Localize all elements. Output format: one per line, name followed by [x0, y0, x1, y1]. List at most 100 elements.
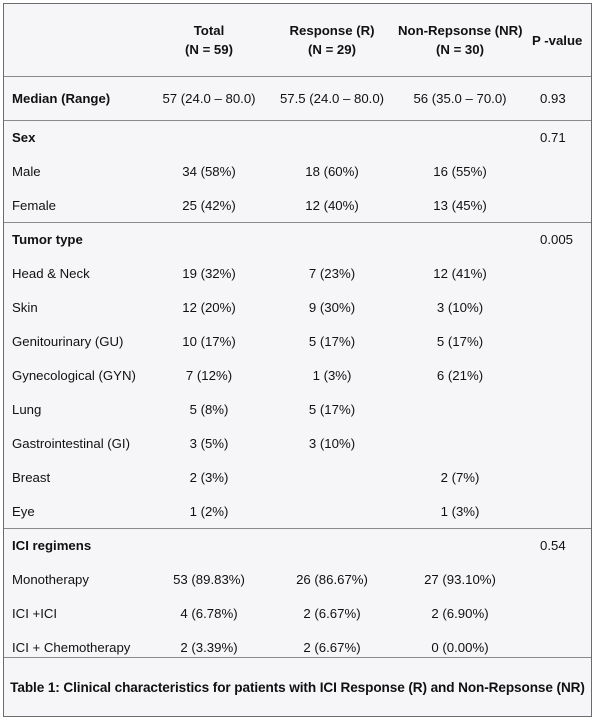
tumor-heading-row: Tumor type 0.005 — [4, 222, 591, 257]
row-label: Female — [12, 197, 56, 213]
cell-response: 5 (17%) — [308, 402, 356, 417]
median-pvalue: 0.93 — [528, 76, 591, 121]
cell-nonresponse: 3 (10%) — [436, 300, 484, 315]
row-label: Skin — [12, 300, 38, 315]
cell-nonresponse: 2 (7%) — [440, 470, 480, 485]
row-label: Gynecological (GYN) — [12, 368, 136, 383]
row-label: Eye — [12, 503, 35, 519]
row-label: Lung — [12, 402, 42, 417]
row-label: Monotherapy — [12, 572, 89, 587]
cell-nonresponse: 27 (93.10%) — [424, 572, 496, 587]
cell-total: 1 (2%) — [189, 503, 229, 519]
cell-pvalue — [528, 291, 591, 325]
table-caption: Table 1: Clinical characteristics for pa… — [4, 657, 591, 716]
cell-nonresponse — [392, 393, 528, 427]
cell-response — [272, 495, 392, 529]
ici-row: Monotherapy 53 (89.83%) 26 (86.67%) 27 (93.… — [4, 563, 591, 597]
tumor-heading-nonresponse — [392, 222, 528, 257]
cell-response: 12 (40%) — [305, 197, 359, 213]
cell-total: 12 (20%) — [182, 300, 236, 315]
cell-pvalue — [528, 393, 591, 427]
tumor-row: Skin 12 (20%) 9 (30%) 3 (10%) — [4, 291, 591, 325]
cell-total: 3 (5%) — [189, 436, 229, 451]
header-row: Total (N = 59) Response (R) (N = 29) Non-R… — [4, 4, 591, 77]
cell-response: 18 (60%) — [305, 164, 359, 179]
header-total: Total (N = 59) — [184, 23, 233, 57]
sex-row: Female 25 (42%) 12 (40%) 13 (45%) — [4, 189, 591, 223]
median-label: Median (Range) — [4, 76, 146, 121]
cell-total: 5 (8%) — [189, 402, 229, 417]
cell-total: 10 (17%) — [182, 334, 236, 349]
row-label: Male — [12, 164, 41, 179]
row-label: Breast — [12, 470, 51, 485]
ici-heading-nonresponse — [392, 528, 528, 563]
table-frame: Total (N = 59) Response (R) (N = 29) Non-R… — [3, 3, 592, 717]
cell-total: 2 (3.39%) — [180, 640, 238, 655]
tumor-row: Genitourinary (GU) 10 (17%) 5 (17%) 5 (17%) — [4, 325, 591, 359]
cell-response: 2 (6.67%) — [303, 640, 361, 655]
row-label: ICI +ICI — [12, 606, 58, 621]
cell-total: 34 (58%) — [182, 164, 236, 179]
cell-response: 1 (3%) — [312, 368, 352, 383]
ici-heading-label: ICI regimens — [4, 528, 146, 563]
tumor-pvalue: 0.005 — [528, 222, 591, 257]
cell-total: 19 (32%) — [182, 266, 236, 281]
cell-pvalue — [528, 495, 591, 529]
cell-pvalue — [528, 325, 591, 359]
cell-total: 25 (42%) — [182, 197, 236, 213]
median-response: 57.5 (24.0 – 80.0) — [272, 76, 392, 121]
tumor-row: Head & Neck 19 (32%) 7 (23%) 12 (41%) — [4, 257, 591, 291]
cell-nonresponse — [392, 427, 528, 461]
cell-response: 3 (10%) — [308, 436, 356, 451]
row-label: Genitourinary (GU) — [12, 334, 124, 349]
cell-nonresponse: 16 (55%) — [433, 164, 487, 179]
tumor-row: Gastrointestinal (GI) 3 (5%) 3 (10%) — [4, 427, 591, 461]
row-label: Head & Neck — [12, 266, 90, 281]
header-blank — [4, 4, 146, 77]
row-label: ICI + Chemotherapy — [12, 640, 131, 655]
cell-response: 2 (6.67%) — [303, 606, 361, 621]
cell-nonresponse: 2 (6.90%) — [431, 606, 489, 621]
cell-nonresponse: 5 (17%) — [436, 334, 484, 349]
ici-row: ICI + Chemotherapy 2 (3.39%) 2 (6.67%) 0 (0… — [4, 631, 591, 665]
header-pvalue: P -value — [532, 32, 583, 48]
tumor-row: Eye 1 (2%) 1 (3%) — [4, 495, 591, 529]
cell-nonresponse: 12 (41%) — [433, 266, 487, 281]
row-label: Gastrointestinal (GI) — [12, 436, 130, 451]
tumor-heading-total — [146, 222, 272, 257]
cell-total: 53 (89.83%) — [173, 572, 245, 587]
cell-pvalue — [528, 597, 591, 631]
cell-nonresponse: 6 (21%) — [436, 368, 484, 383]
cell-response: 9 (30%) — [308, 300, 356, 315]
sex-heading-row: Sex 0.71 — [4, 120, 591, 155]
tumor-heading-response — [272, 222, 392, 257]
tumor-row: Lung 5 (8%) 5 (17%) — [4, 393, 591, 427]
cell-nonresponse: 0 (0.00%) — [431, 640, 489, 655]
cell-nonresponse: 13 (45%) — [433, 197, 487, 213]
cell-pvalue — [528, 359, 591, 393]
sex-heading-label: Sex — [4, 120, 146, 155]
sex-row: Male 34 (58%) 18 (60%) 16 (55%) — [4, 155, 591, 189]
cell-pvalue — [528, 155, 591, 189]
cell-total: 2 (3%) — [189, 470, 229, 485]
sex-heading-total — [146, 120, 272, 155]
cell-response: 7 (23%) — [308, 266, 356, 281]
sex-heading-nonresponse — [392, 120, 528, 155]
sex-pvalue: 0.71 — [528, 120, 591, 155]
ici-pvalue: 0.54 — [528, 528, 591, 563]
median-nonresponse: 56 (35.0 – 70.0) — [392, 76, 528, 121]
cell-response: 5 (17%) — [308, 334, 356, 349]
ici-heading-row: ICI regimens 0.54 — [4, 528, 591, 563]
cell-pvalue — [528, 257, 591, 291]
header-nonresponse: Non-Repsonse (NR) (N = 30) — [398, 23, 523, 57]
tumor-row: Breast 2 (3%) 2 (7%) — [4, 461, 591, 495]
cell-total: 7 (12%) — [185, 368, 233, 383]
header-response: Response (R) (N = 29) — [289, 23, 375, 57]
median-total: 57 (24.0 – 80.0) — [146, 76, 272, 121]
ici-heading-response — [272, 528, 392, 563]
tumor-row: Gynecological (GYN) 7 (12%) 1 (3%) 6 (21%) — [4, 359, 591, 393]
cell-response — [272, 461, 392, 495]
cell-pvalue — [528, 461, 591, 495]
cell-pvalue — [528, 427, 591, 461]
ici-heading-total — [146, 528, 272, 563]
